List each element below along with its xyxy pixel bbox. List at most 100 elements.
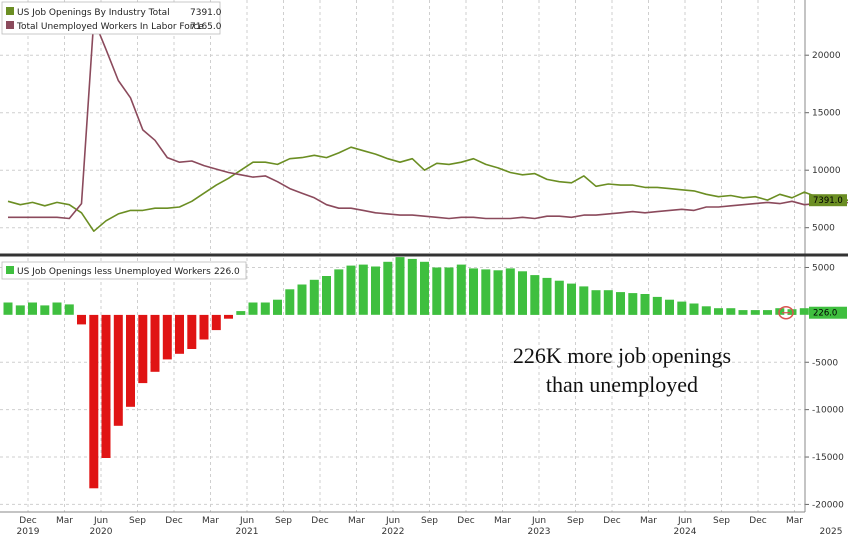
job-openings-line	[7, 146, 848, 232]
x-tick-label: Sep	[129, 516, 146, 526]
bar	[628, 293, 638, 315]
x-tick-label: Jun	[677, 516, 692, 526]
bar	[297, 284, 307, 315]
x-tick-label: Sep	[421, 516, 438, 526]
bar	[28, 302, 37, 315]
bar	[518, 271, 527, 315]
bar	[371, 266, 380, 315]
bar	[248, 302, 258, 315]
annotation-line: than unemployed	[546, 372, 698, 397]
x-year-label: 2021	[236, 527, 259, 537]
y-tick-label: -5000	[812, 358, 838, 368]
bar	[273, 299, 282, 315]
last-value-label: 226.0	[813, 309, 837, 319]
x-tick-label: Jun	[531, 516, 546, 526]
legend-box	[1, 1, 221, 35]
x-tick-label: Dec	[19, 516, 36, 526]
x-tick-label: Sep	[567, 516, 584, 526]
legend-value: 226.0	[214, 267, 240, 277]
bar	[126, 314, 135, 407]
legend-label: Total Unemployed Workers In Labor Force	[16, 22, 204, 32]
x-tick-label: Dec	[603, 516, 620, 526]
bar	[322, 276, 331, 315]
annotation-line: 226K more job openings	[513, 343, 731, 368]
x-tick-label: Sep	[713, 516, 730, 526]
bar	[175, 314, 184, 354]
bar	[652, 296, 662, 315]
bar	[236, 311, 246, 315]
x-year-label: 2019	[17, 527, 40, 537]
bar	[714, 308, 723, 315]
bar	[505, 268, 515, 315]
bar	[162, 314, 172, 360]
bar	[113, 314, 123, 426]
bar	[395, 257, 405, 315]
bar	[383, 261, 393, 315]
bar	[77, 314, 86, 325]
bar	[407, 258, 417, 315]
bar	[542, 277, 552, 315]
x-tick-label: Dec	[311, 516, 328, 526]
bar	[530, 275, 540, 315]
x-tick-label: Mar	[640, 516, 657, 526]
bar	[150, 314, 160, 372]
bar	[616, 292, 625, 315]
bar	[603, 290, 613, 315]
x-year-label: 2024	[674, 527, 697, 537]
y-tick-label: 20000	[812, 51, 841, 61]
x-tick-label: Jun	[93, 516, 108, 526]
x-tick-label: Jun	[385, 516, 400, 526]
bar	[640, 294, 650, 315]
bar	[89, 314, 99, 489]
legend-label: US Job Openings By Industry Total	[17, 8, 170, 18]
x-tick-label: Sep	[275, 516, 292, 526]
bar	[334, 269, 344, 315]
bar	[64, 304, 74, 315]
bar	[493, 270, 503, 315]
bar	[138, 314, 148, 384]
x-year-label: 2025	[820, 527, 843, 537]
bar	[3, 302, 13, 315]
bar	[799, 308, 809, 315]
legend-swatch	[6, 7, 14, 15]
x-tick-label: Dec	[457, 516, 474, 526]
bar	[456, 264, 466, 315]
bar	[358, 264, 368, 315]
last-value-tag	[809, 194, 847, 207]
bar	[211, 314, 221, 331]
x-year-label: 2020	[90, 527, 113, 537]
legend-swatch	[6, 21, 14, 29]
y-tick-label: -20000	[812, 500, 844, 510]
bar	[444, 267, 454, 315]
bar	[469, 268, 478, 315]
legend-bottom	[1, 261, 247, 280]
bar	[750, 310, 760, 315]
y-tick-label: 10000	[812, 166, 841, 176]
x-tick-label: Dec	[749, 516, 766, 526]
bar	[309, 279, 319, 315]
x-tick-label: Mar	[348, 516, 365, 526]
bar	[689, 303, 699, 315]
bar	[346, 265, 356, 315]
legend-value: 7391.0	[190, 8, 222, 18]
bar	[432, 267, 442, 315]
y-tick-label: 5000	[812, 224, 835, 234]
bar	[665, 299, 674, 315]
highlight-circle	[778, 305, 794, 320]
bar	[481, 269, 491, 315]
x-tick-label: Dec	[165, 516, 182, 526]
x-year-label: 2022	[382, 527, 405, 537]
bar	[187, 314, 197, 349]
legend-box	[1, 261, 247, 280]
bar	[260, 302, 270, 315]
bar	[677, 301, 687, 315]
bar	[101, 314, 111, 458]
bar	[726, 308, 736, 315]
y-tick-label: 15000	[812, 109, 841, 119]
bar	[554, 280, 564, 315]
x-tick-label: Mar	[494, 516, 511, 526]
bar	[199, 314, 209, 340]
last-value-tag	[809, 306, 847, 319]
bar	[763, 310, 772, 315]
